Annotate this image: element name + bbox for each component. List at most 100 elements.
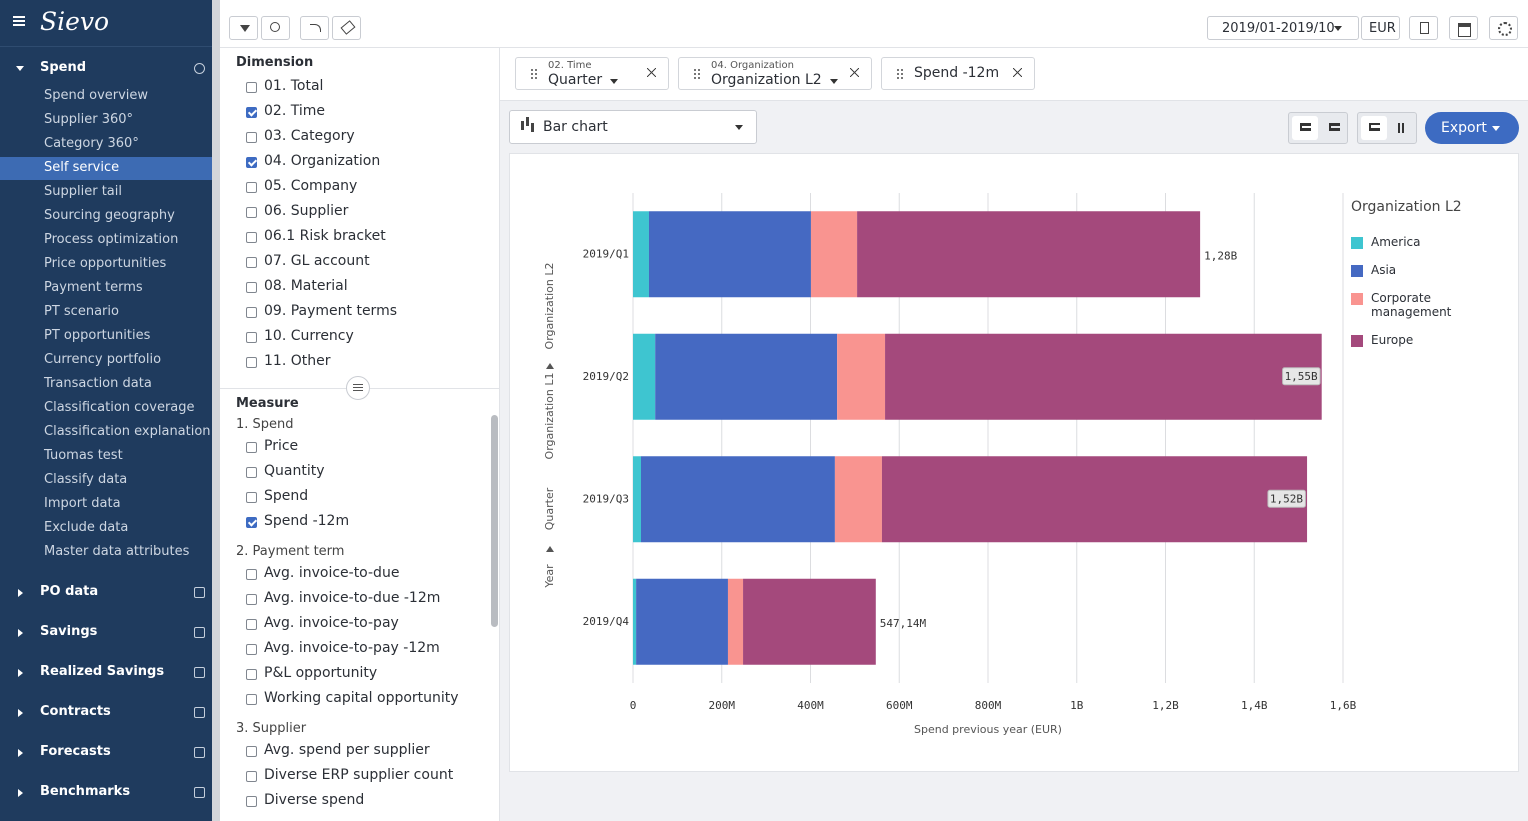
- nav-item[interactable]: PT scenario: [0, 301, 212, 324]
- resize-handle[interactable]: [346, 376, 370, 400]
- nav-item[interactable]: Supplier tail: [0, 181, 212, 204]
- checkbox-row[interactable]: Avg. spend per supplier: [236, 742, 486, 762]
- nav-item[interactable]: Supplier 360°: [0, 109, 212, 132]
- clear-button[interactable]: [332, 16, 361, 40]
- nav-item[interactable]: Classification coverage: [0, 397, 212, 420]
- undo-button[interactable]: [300, 16, 329, 40]
- export-button[interactable]: Export: [1425, 112, 1519, 144]
- nav-item[interactable]: Process optimization: [0, 229, 212, 252]
- checkbox[interactable]: [246, 517, 257, 528]
- checkbox[interactable]: [246, 694, 257, 705]
- checkbox[interactable]: [246, 232, 257, 243]
- checkbox-row[interactable]: 02. Time: [236, 103, 486, 123]
- filter-chip[interactable]: 02. Time Quarter: [515, 57, 669, 90]
- checkbox[interactable]: [246, 207, 257, 218]
- legend-item[interactable]: Asia: [1351, 263, 1501, 277]
- checkbox[interactable]: [246, 771, 257, 782]
- checkbox-row[interactable]: Avg. invoice-to-pay: [236, 615, 486, 635]
- nav-item[interactable]: Category 360°: [0, 133, 212, 156]
- legend-item[interactable]: Corporate management: [1351, 291, 1501, 319]
- checkbox-row[interactable]: Avg. invoice-to-due -12m: [236, 590, 486, 610]
- checkbox-row[interactable]: 07. GL account: [236, 253, 486, 273]
- checkbox-row[interactable]: Spend: [236, 488, 486, 508]
- checkbox-row[interactable]: Avg. invoice-to-due: [236, 565, 486, 585]
- nav-section[interactable]: Spend: [0, 58, 212, 80]
- checkbox[interactable]: [246, 467, 257, 478]
- nav-item[interactable]: Master data attributes: [0, 541, 212, 564]
- legend-item[interactable]: America: [1351, 235, 1501, 249]
- checkbox[interactable]: [246, 82, 257, 93]
- nav-section[interactable]: Realized Savings: [0, 662, 212, 684]
- checkbox-row[interactable]: P&L opportunity: [236, 665, 486, 685]
- checkbox[interactable]: [246, 594, 257, 605]
- checkbox[interactable]: [246, 282, 257, 293]
- nav-item[interactable]: Exclude data: [0, 517, 212, 540]
- checkbox-row[interactable]: Quantity: [236, 463, 486, 483]
- checkbox[interactable]: [246, 644, 257, 655]
- checkbox-row[interactable]: 04. Organization: [236, 153, 486, 173]
- checkbox-row[interactable]: 06. Supplier: [236, 203, 486, 223]
- nav-item[interactable]: Price opportunities: [0, 253, 212, 276]
- checkbox[interactable]: [246, 332, 257, 343]
- stack-toggle[interactable]: [1357, 112, 1417, 144]
- remove-icon[interactable]: [647, 68, 656, 77]
- nav-item[interactable]: Self service: [0, 157, 212, 180]
- nav-item[interactable]: Sourcing geography: [0, 205, 212, 228]
- checkbox-row[interactable]: Diverse ERP supplier count: [236, 767, 486, 787]
- nav-item[interactable]: Currency portfolio: [0, 349, 212, 372]
- checkbox-row[interactable]: 08. Material: [236, 278, 486, 298]
- checkbox[interactable]: [246, 569, 257, 580]
- checkbox-row[interactable]: Avg. invoice-to-pay -12m: [236, 640, 486, 660]
- checkbox-row[interactable]: 09. Payment terms: [236, 303, 486, 323]
- nav-section[interactable]: Savings: [0, 622, 212, 644]
- nav-section[interactable]: Forecasts: [0, 742, 212, 764]
- nav-item[interactable]: Classification explanation: [0, 421, 212, 444]
- checkbox[interactable]: [246, 357, 257, 368]
- checkbox-row[interactable]: 03. Category: [236, 128, 486, 148]
- checkbox-row[interactable]: Working capital opportunity: [236, 690, 486, 710]
- checkbox-row[interactable]: Diverse spend: [236, 792, 486, 812]
- chart-type-select[interactable]: Bar chart: [509, 110, 757, 144]
- checkbox[interactable]: [246, 107, 257, 118]
- checkbox-row[interactable]: 06.1 Risk bracket: [236, 228, 486, 248]
- checkbox[interactable]: [246, 157, 257, 168]
- checkbox-row[interactable]: 05. Company: [236, 178, 486, 198]
- menu-icon[interactable]: [13, 16, 25, 18]
- nav-item[interactable]: Spend overview: [0, 85, 212, 108]
- bookmark-button[interactable]: [1409, 16, 1438, 40]
- remove-icon[interactable]: [850, 68, 859, 77]
- nav-section[interactable]: Contracts: [0, 702, 212, 724]
- checkbox[interactable]: [246, 442, 257, 453]
- checkbox-row[interactable]: Spend -12m: [236, 513, 486, 533]
- checkbox-row[interactable]: 10. Currency: [236, 328, 486, 348]
- checkbox[interactable]: [246, 796, 257, 807]
- checkbox[interactable]: [246, 669, 257, 680]
- checkbox[interactable]: [246, 257, 257, 268]
- nav-item[interactable]: Import data: [0, 493, 212, 516]
- checkbox[interactable]: [246, 132, 257, 143]
- bar-orientation-toggle[interactable]: [1288, 112, 1348, 144]
- filter-chip[interactable]: 04. Organization Organization L2: [678, 57, 872, 90]
- currency-select[interactable]: EUR: [1361, 16, 1400, 40]
- settings-button[interactable]: [1489, 16, 1518, 40]
- checkbox-row[interactable]: 01. Total: [236, 78, 486, 98]
- filter-chip[interactable]: Spend -12m: [881, 57, 1035, 90]
- checkbox[interactable]: [246, 619, 257, 630]
- scrollbar[interactable]: [491, 415, 498, 627]
- checkbox[interactable]: [246, 746, 257, 757]
- legend-item[interactable]: Europe: [1351, 333, 1501, 347]
- nav-item[interactable]: Classify data: [0, 469, 212, 492]
- checkbox[interactable]: [246, 492, 257, 503]
- hierarchy-button[interactable]: [1449, 16, 1478, 40]
- checkbox-row[interactable]: 11. Other: [236, 353, 486, 373]
- checkbox-row[interactable]: Price: [236, 438, 486, 458]
- nav-section[interactable]: Benchmarks: [0, 782, 212, 804]
- nav-item[interactable]: Transaction data: [0, 373, 212, 396]
- nav-item[interactable]: Tuomas test: [0, 445, 212, 468]
- nav-item[interactable]: PT opportunities: [0, 325, 212, 348]
- period-select[interactable]: 2019/01-2019/10: [1207, 16, 1359, 40]
- filter-button[interactable]: [229, 16, 258, 40]
- checkbox[interactable]: [246, 182, 257, 193]
- nav-item[interactable]: Payment terms: [0, 277, 212, 300]
- search-button[interactable]: [261, 16, 290, 40]
